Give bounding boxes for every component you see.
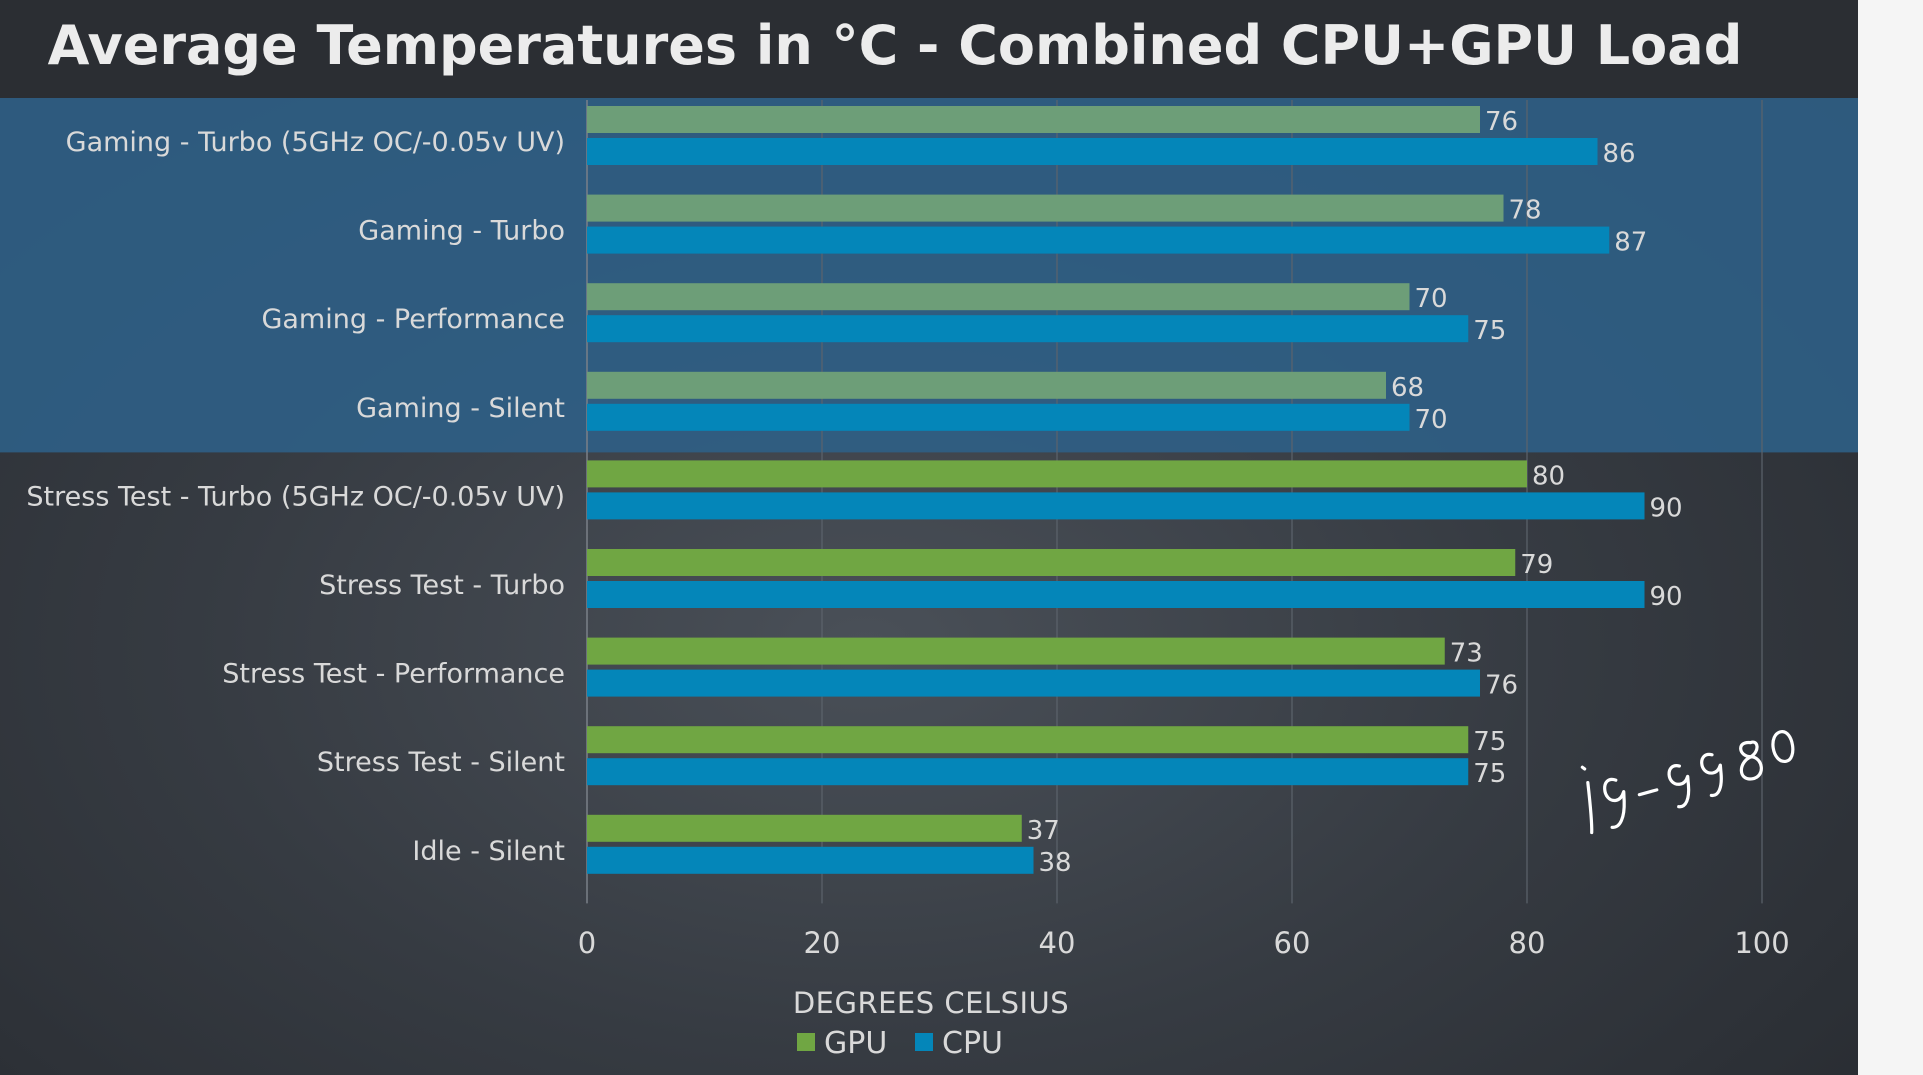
labels: 0 20 40 60 80 100 Gaming - Turbo (5GHz OC/-0.0…: [26, 107, 1789, 960]
bar-cpu: [587, 846, 1034, 874]
value-label-gpu: 70: [1415, 284, 1448, 314]
bar-gpu: [587, 814, 1022, 842]
value-label-gpu: 78: [1509, 196, 1542, 226]
bar-cpu: [587, 315, 1469, 343]
category-label: Gaming - Turbo (5GHz OC/-0.05v UV): [66, 127, 565, 158]
bar-gpu: [587, 460, 1527, 488]
bar-gpu: [587, 371, 1386, 399]
value-label-cpu: 90: [1650, 493, 1683, 523]
bar-cpu: [587, 669, 1480, 697]
value-label-cpu: 90: [1650, 582, 1683, 612]
value-label-gpu: 68: [1391, 373, 1424, 403]
category-label: Stress Test - Silent: [317, 747, 565, 778]
x-tick-label-80: 80: [1509, 926, 1546, 960]
value-label-cpu: 87: [1614, 228, 1647, 258]
chart-title: Average Temperatures in °C - Combined CP…: [47, 14, 1743, 77]
value-label-cpu: 86: [1603, 139, 1636, 169]
x-tick-label-0: 0: [578, 926, 596, 960]
bar-cpu: [587, 492, 1645, 520]
category-label: Gaming - Silent: [356, 393, 565, 424]
value-label-gpu: 37: [1027, 816, 1060, 846]
value-label-cpu: 75: [1473, 759, 1506, 789]
category-label: Stress Test - Turbo (5GHz OC/-0.05v UV): [26, 481, 565, 512]
handwritten-annotation: [1580, 730, 1795, 835]
legend-swatch-cpu: [915, 1033, 933, 1051]
bar-cpu: [587, 403, 1410, 431]
category-label: Stress Test - Performance: [222, 659, 565, 690]
bar-gpu: [587, 726, 1469, 754]
x-tick-label-100: 100: [1734, 926, 1789, 960]
x-tick-label-20: 20: [804, 926, 841, 960]
bar-cpu: [587, 138, 1598, 165]
category-label: Idle - Silent: [412, 836, 565, 867]
legend-swatch-gpu: [797, 1033, 815, 1051]
bar-cpu: [587, 226, 1610, 254]
bar-gpu: [587, 637, 1445, 665]
category-label: Stress Test - Turbo: [319, 570, 565, 601]
bar-cpu: [587, 581, 1645, 608]
value-label-gpu: 75: [1473, 727, 1506, 757]
bar-chart: 0 20 40 60 80 100 Gaming - Turbo (5GHz OC/-0.0…: [0, 98, 1858, 1061]
value-label-gpu: 80: [1532, 461, 1565, 491]
value-label-cpu: 70: [1415, 405, 1448, 435]
value-label-cpu: 75: [1473, 316, 1506, 346]
x-tick-label-40: 40: [1039, 926, 1076, 960]
legend-label-cpu: CPU: [942, 1026, 1003, 1061]
bar-gpu: [587, 106, 1480, 133]
value-label-gpu: 76: [1485, 107, 1518, 137]
value-label-gpu: 79: [1520, 550, 1553, 580]
bar-gpu: [587, 283, 1410, 311]
bar-gpu: [587, 194, 1504, 222]
bar-gpu: [587, 549, 1516, 576]
category-label: Gaming - Turbo: [358, 216, 565, 247]
category-label: Gaming - Performance: [261, 304, 565, 335]
value-label-cpu: 76: [1485, 671, 1518, 701]
value-label-gpu: 73: [1450, 639, 1483, 669]
title-bar: [0, 0, 1858, 98]
bars: [587, 106, 1645, 874]
bar-cpu: [587, 758, 1469, 786]
x-axis-title: DEGREES CELSIUS: [793, 986, 1069, 1020]
right-edge-strip: [1858, 0, 1923, 1075]
x-tick-label-60: 60: [1274, 926, 1311, 960]
legend: GPU CPU: [797, 1026, 1003, 1061]
legend-label-gpu: GPU: [824, 1026, 887, 1061]
value-label-cpu: 38: [1039, 848, 1072, 878]
